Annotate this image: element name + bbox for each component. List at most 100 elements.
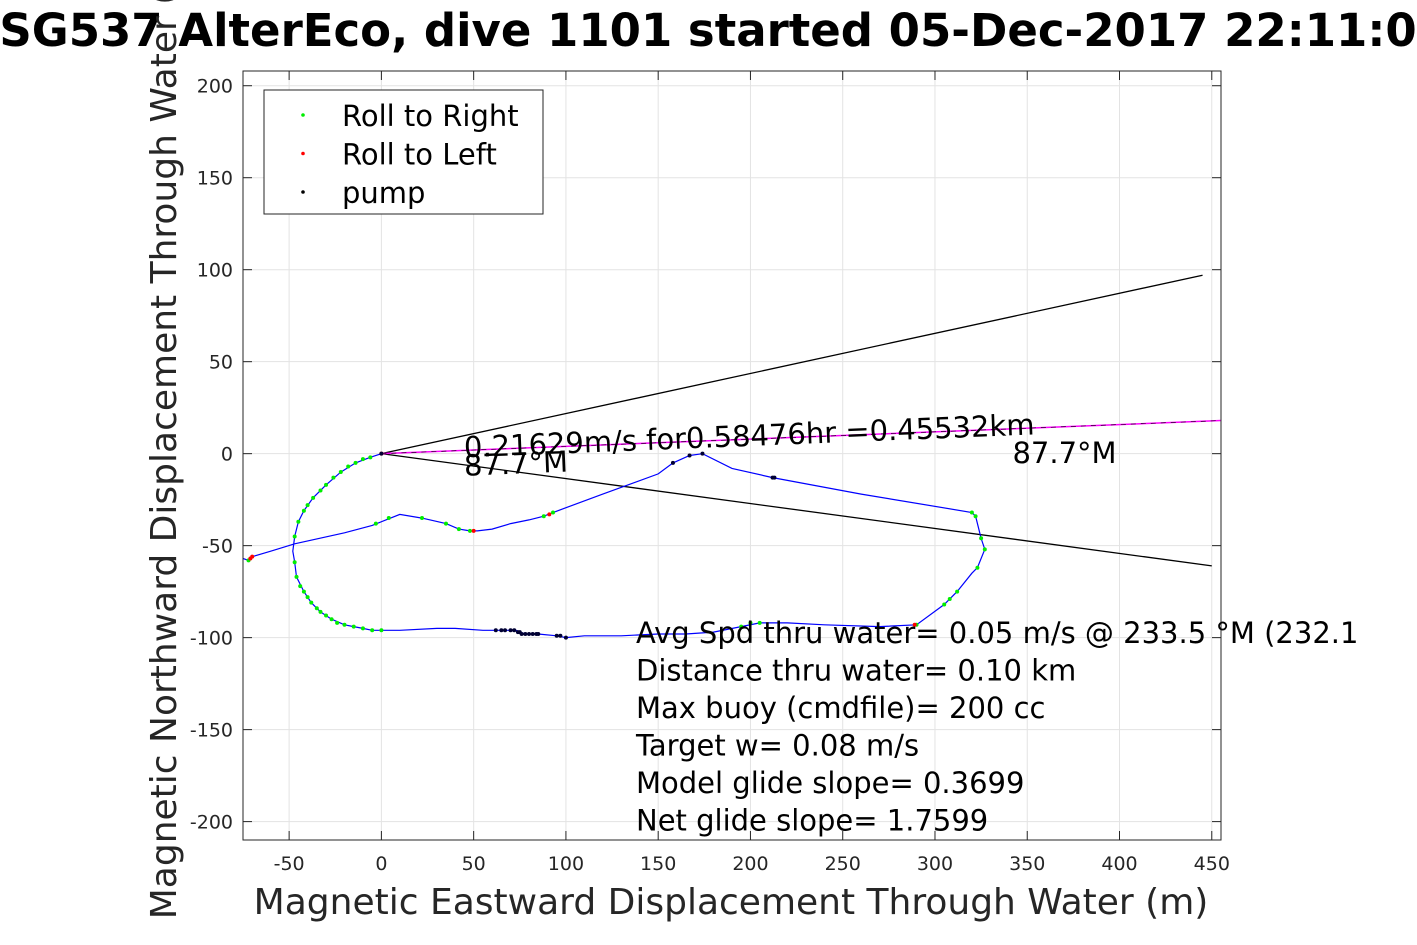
legend-label: Roll to Right [342, 99, 519, 133]
roll-right-point [947, 596, 952, 601]
roll-right-point [979, 536, 984, 541]
legend-marker [301, 113, 305, 117]
y-tick-label: -150 [190, 720, 233, 742]
pump-point [519, 631, 524, 636]
pump-point [554, 633, 559, 638]
roll-right-point [292, 560, 297, 565]
chart-title: SG537 AlterEco, dive 1101 started 05-Dec… [0, 4, 1417, 57]
x-tick-label: 200 [732, 853, 768, 875]
roll-right-point [342, 622, 347, 627]
roll-right-point [757, 620, 762, 625]
roll-right-point [318, 488, 323, 493]
roll-right-point [318, 609, 323, 614]
bounding-ray [381, 453, 1212, 567]
stats-line: Net glide slope= 1.7599 [636, 804, 988, 838]
plot-area [243, 274, 1221, 640]
x-tick-label: 350 [1009, 853, 1045, 875]
stats-line: Target w= 0.08 m/s [635, 729, 919, 763]
roll-right-point [467, 528, 472, 533]
roll-right-point [309, 600, 314, 605]
pump-point [512, 628, 517, 633]
legend-label: pump [342, 176, 425, 210]
pump-point [523, 631, 528, 636]
x-tick-label: 100 [548, 853, 584, 875]
pump-point [700, 451, 705, 456]
roll-right-point [335, 620, 340, 625]
roll-right-point [419, 516, 424, 521]
pump-point [558, 633, 563, 638]
roll-right-point [360, 626, 365, 631]
roll-right-point [301, 508, 306, 513]
roll-right-point [982, 547, 987, 552]
roll-right-point [301, 589, 306, 594]
axes-box [242, 70, 1222, 841]
x-tick-label: 0 [375, 853, 387, 875]
y-tick-label: 150 [197, 168, 233, 190]
x-axis-label: Magnetic Eastward Displacement Through W… [254, 882, 1209, 923]
roll-right-point [311, 495, 316, 500]
x-tick-label: 300 [917, 853, 953, 875]
roll-right-point [346, 464, 351, 469]
stats-line: Model glide slope= 0.3699 [636, 766, 1024, 800]
roll-left-point [912, 622, 917, 627]
roll-right-point [331, 475, 336, 480]
roll-left-point [250, 554, 255, 559]
legend-marker [301, 151, 305, 156]
roll-right-point [551, 510, 556, 515]
legend-label: Roll to Left [342, 138, 497, 172]
ticks: -50 0 50 100 150 200 250 300 350 400 450 200 150 100 5… [190, 71, 1230, 875]
roll-right-point [292, 534, 297, 539]
y-tick-label: 0 [221, 444, 233, 466]
y-axis-label: Magnetic Northward Displacement Through … [144, 0, 185, 919]
y-tick-label: -200 [190, 812, 233, 834]
roll-right-point [386, 516, 391, 521]
roll-left-point [547, 512, 552, 517]
y-tick-label: 50 [209, 352, 233, 374]
pump-point [499, 628, 504, 633]
y-tick-label: -100 [190, 628, 233, 650]
pump-point [508, 628, 513, 633]
roll-right-point [373, 521, 378, 526]
roll-right-point [541, 514, 546, 519]
roll-right-point [338, 470, 343, 475]
pump-point [687, 453, 692, 458]
y-tick-label: 100 [197, 260, 233, 282]
pump-point [536, 631, 541, 636]
pump-point [772, 475, 777, 480]
pump-point [563, 635, 568, 640]
roll-right-point [955, 589, 960, 594]
roll-right-point [305, 503, 310, 508]
bounding-ray [381, 274, 1203, 455]
annotation-text: 87.7°M [463, 445, 568, 483]
y-tick-label: 200 [197, 76, 233, 98]
roll-right-point [443, 521, 448, 526]
roll-right-point [748, 620, 753, 625]
pump-point [530, 631, 535, 636]
x-tick-label: 150 [640, 853, 676, 875]
roll-left-point [471, 528, 476, 533]
pump-point [379, 451, 384, 456]
legend-marker [301, 190, 305, 194]
heading-line-dash [381, 420, 1221, 454]
x-tick-label: -50 [274, 853, 305, 875]
pump-point [670, 460, 675, 465]
roll-right-point [353, 460, 358, 465]
roll-right-point [314, 606, 319, 611]
roll-right-point [360, 457, 365, 462]
roll-right-point [973, 514, 978, 519]
x-tick-label: 50 [462, 853, 486, 875]
pump-point [527, 631, 532, 636]
roll-right-point [329, 617, 334, 622]
legend: Roll to Right Roll to Left pump [263, 89, 544, 215]
stats-line: Max buoy (cmdfile)= 200 cc [636, 691, 1045, 725]
x-tick-label: 250 [825, 853, 861, 875]
roll-right-point [324, 482, 329, 487]
roll-right-point [370, 628, 375, 633]
roll-right-point [379, 628, 384, 633]
x-tick-label: 400 [1101, 853, 1137, 875]
roll-right-point [942, 602, 947, 607]
annotation-text: 87.7°M [1012, 436, 1116, 470]
roll-right-point [969, 510, 974, 515]
